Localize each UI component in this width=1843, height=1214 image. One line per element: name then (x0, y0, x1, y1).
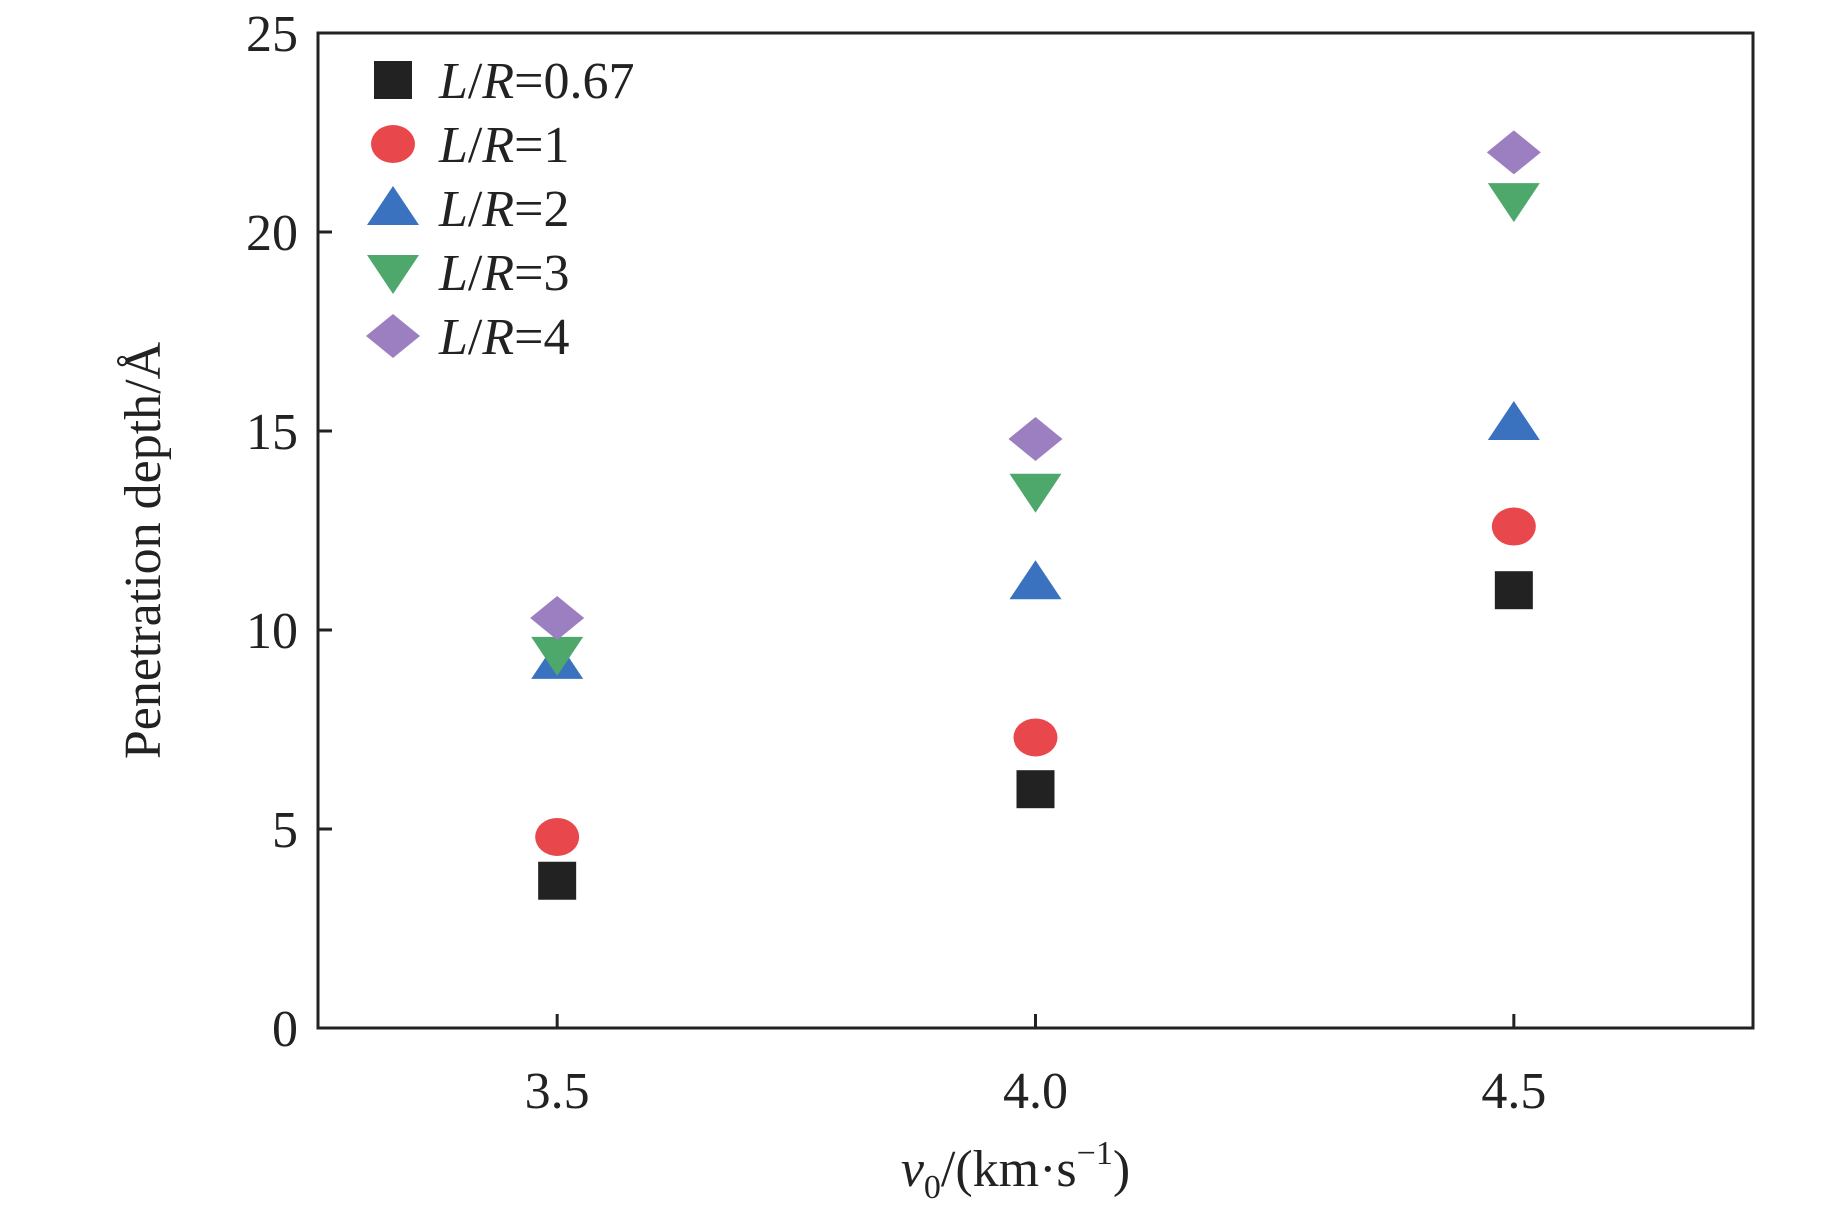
series-4 (531, 183, 1540, 676)
data-point (1494, 571, 1533, 610)
y-tick-label: 25 (246, 6, 298, 63)
data-point (1016, 770, 1055, 809)
legend-marker (367, 186, 419, 225)
data-point (1487, 183, 1540, 223)
legend-label: L/R=1 (438, 117, 569, 174)
y-tick-label: 0 (272, 1001, 298, 1058)
legend-label: L/R=2 (438, 181, 569, 238)
legend: L/R=0.67 L/R=1 L/R=2 L/R=3 L/R=4 (366, 53, 634, 366)
legend-label: L/R=3 (438, 245, 569, 302)
legend-marker (366, 314, 420, 358)
legend-label: L/R=4 (438, 309, 569, 366)
data-point (530, 596, 585, 641)
x-tick-label: 3.5 (525, 1063, 590, 1120)
data-point (535, 817, 580, 856)
legend-entry: L/R=2 (367, 181, 569, 238)
x-axis-title: v0/(km·s−1) (901, 1135, 1130, 1206)
legend-entry: L/R=3 (367, 245, 569, 302)
legend-marker (371, 125, 415, 163)
y-tick-label: 15 (246, 404, 298, 461)
legend-label: L/R=0.67 (438, 53, 634, 110)
data-point (1491, 507, 1536, 546)
y-tick-label: 20 (246, 205, 298, 262)
y-tick-label: 5 (272, 802, 298, 859)
series-1 (538, 571, 1533, 900)
data-point (1008, 416, 1063, 461)
legend-entry: L/R=4 (366, 309, 569, 366)
axis-titles: Penetration depth/Å v0/(km·s−1) (115, 341, 1130, 1206)
data-point (538, 861, 577, 900)
legend-marker (374, 61, 412, 99)
data-point (1009, 560, 1062, 600)
y-axis-title: Penetration depth/Å (115, 341, 172, 759)
legend-entry: L/R=1 (371, 117, 569, 174)
data-point (1487, 401, 1540, 441)
legend-entry: L/R=0.67 (374, 53, 634, 110)
x-tick-label: 4.5 (1481, 1063, 1546, 1120)
series-5 (530, 130, 1541, 641)
points-layer (530, 130, 1541, 900)
data-point (1013, 718, 1058, 757)
data-point (1009, 473, 1062, 513)
ticks-layer: 0 5 10 15 20 25 3.5 4.0 4.5 (246, 6, 1546, 1120)
series-2 (535, 507, 1536, 856)
legend-marker (367, 255, 419, 294)
data-point (531, 636, 584, 676)
x-tick-label: 4.0 (1003, 1063, 1068, 1120)
data-point (1486, 130, 1541, 175)
y-tick-label: 10 (246, 603, 298, 660)
